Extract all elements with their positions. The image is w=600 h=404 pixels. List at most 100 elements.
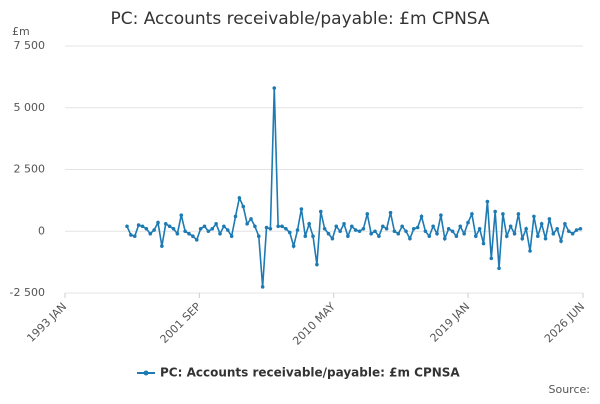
data-point xyxy=(342,222,346,226)
data-point xyxy=(477,226,482,231)
data-point xyxy=(322,226,327,231)
data-point xyxy=(237,196,242,200)
data-point xyxy=(555,226,559,231)
data-point xyxy=(539,222,544,226)
data-point xyxy=(415,225,420,230)
data-point xyxy=(404,229,408,234)
data-point xyxy=(497,266,501,271)
data-point xyxy=(295,228,300,232)
data-point xyxy=(489,256,494,261)
data-point xyxy=(280,224,284,229)
source: Source: xyxy=(549,383,591,396)
data-point xyxy=(435,231,439,236)
data-point xyxy=(411,226,416,231)
data-point xyxy=(187,231,191,236)
data-point xyxy=(439,213,443,217)
y-tick-label: 2 500 xyxy=(14,163,46,176)
data-point xyxy=(144,226,149,231)
data-point xyxy=(338,229,342,234)
data-point xyxy=(334,224,339,229)
data-point xyxy=(578,226,583,231)
data-point xyxy=(152,228,156,232)
data-point xyxy=(315,262,319,267)
data-line xyxy=(126,87,581,287)
data-point xyxy=(543,236,548,241)
data-point xyxy=(450,229,455,234)
data-point xyxy=(462,231,466,236)
data-point xyxy=(373,229,377,234)
data-point xyxy=(326,231,331,236)
data-point xyxy=(466,220,470,225)
data-point xyxy=(330,236,335,241)
data-point xyxy=(249,217,253,221)
data-point xyxy=(148,231,153,236)
data-point xyxy=(473,234,478,238)
data-point xyxy=(547,217,552,221)
y-tick-label: 0 xyxy=(38,224,45,237)
data-point xyxy=(384,226,389,231)
data-point xyxy=(222,224,226,229)
data-point xyxy=(408,236,412,241)
data-point xyxy=(167,224,172,229)
legend-label: PC: Accounts receivable/payable: £m CPNS… xyxy=(160,366,460,380)
data-point xyxy=(470,212,474,216)
data-point xyxy=(160,244,164,248)
data-point xyxy=(535,234,540,238)
data-point xyxy=(140,224,145,229)
data-point xyxy=(171,226,176,231)
data-point xyxy=(276,224,280,229)
data-point xyxy=(563,222,567,226)
data-point xyxy=(400,224,404,229)
data-point xyxy=(481,241,486,246)
data-point xyxy=(225,228,230,232)
data-point xyxy=(516,212,521,216)
data-point xyxy=(485,199,490,204)
data-point xyxy=(206,229,211,234)
data-point xyxy=(442,236,447,241)
data-point xyxy=(125,224,129,229)
data-point xyxy=(357,229,362,234)
data-point xyxy=(156,220,160,225)
data-point xyxy=(504,234,509,238)
data-point xyxy=(392,229,397,234)
data-point xyxy=(191,234,195,238)
data-point xyxy=(570,231,575,236)
data-point xyxy=(303,234,308,238)
data-point xyxy=(260,285,265,289)
x-tick-label: 1993 JAN xyxy=(24,300,69,345)
data-point xyxy=(458,224,463,229)
data-point xyxy=(268,226,273,231)
data-point xyxy=(175,231,180,236)
data-point xyxy=(346,234,350,238)
data-point xyxy=(380,224,385,229)
data-point xyxy=(446,226,451,231)
data-point xyxy=(163,222,168,226)
data-point xyxy=(229,234,234,238)
y-tick-label: 7 500 xyxy=(14,39,46,52)
x-tick-label: 2001 SEP xyxy=(158,300,204,346)
data-point xyxy=(253,224,257,229)
data-point xyxy=(272,86,277,90)
y-tick-label: -2 500 xyxy=(10,286,45,299)
data-point xyxy=(349,224,354,229)
data-point xyxy=(431,224,435,229)
data-point xyxy=(454,234,459,238)
x-tick-label: 2026 JUN xyxy=(542,300,587,345)
data-point xyxy=(202,224,207,229)
data-point xyxy=(396,231,401,236)
data-point xyxy=(210,226,215,231)
data-point xyxy=(512,231,517,236)
data-point xyxy=(423,229,428,234)
data-point xyxy=(353,228,358,232)
data-point xyxy=(132,234,137,238)
data-point xyxy=(524,226,528,231)
data-point xyxy=(318,209,323,214)
data-point xyxy=(365,212,370,216)
y-tick-label: 5 000 xyxy=(14,101,46,114)
data-point xyxy=(566,229,571,234)
data-point xyxy=(427,234,432,238)
data-point xyxy=(264,225,269,230)
data-point xyxy=(377,234,381,238)
data-point xyxy=(129,233,133,237)
